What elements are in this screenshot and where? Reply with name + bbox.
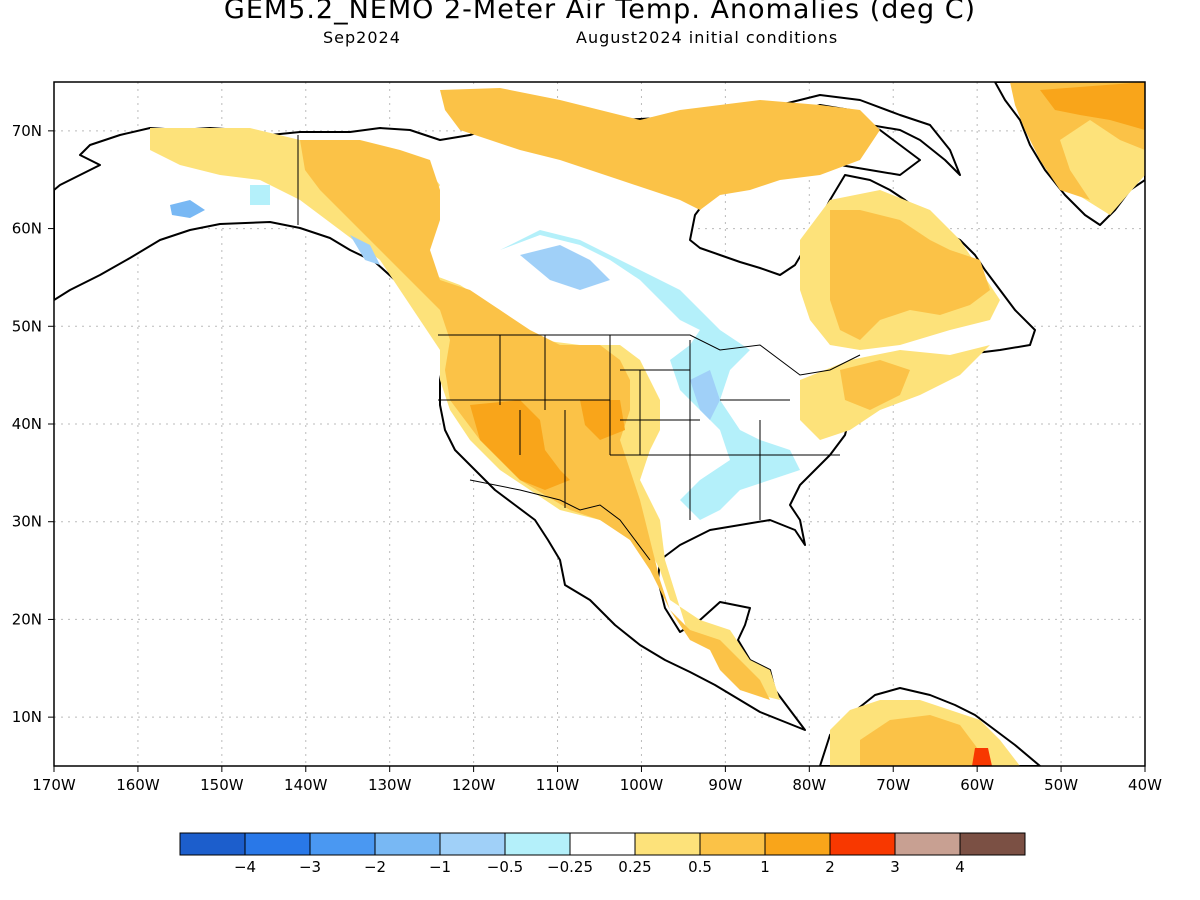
- legend-label: 0.5: [688, 858, 712, 876]
- longitude-labels: 170W 160W 150W 140W 130W 120W 110W 100W 90W 80W 70…: [32, 776, 1162, 794]
- y-tick-label: 30N: [12, 513, 42, 531]
- x-tick-label: 120W: [452, 776, 496, 794]
- political-borders: [297, 135, 861, 561]
- x-tick-label: 50W: [1044, 776, 1078, 794]
- anomaly-region-neg-1-2: [170, 200, 205, 218]
- legend-label: 1: [760, 858, 770, 876]
- x-tick-label: 90W: [708, 776, 742, 794]
- axis-ticks: [48, 130, 1146, 772]
- legend-label: −1: [429, 858, 451, 876]
- legend-label: 4: [955, 858, 965, 876]
- state-lines: [438, 335, 840, 520]
- legend-label: −2: [364, 858, 386, 876]
- legend-swatch: [764, 832, 831, 856]
- legend-swatch: [699, 832, 766, 856]
- legend-swatch: [309, 832, 376, 856]
- x-tick-label: 150W: [200, 776, 244, 794]
- anomaly-region-neg-0.25-0.5: [250, 185, 270, 205]
- latitude-labels: 10N 20N 30N 40N 50N 60N 70N: [12, 122, 42, 726]
- legend-swatch: [439, 832, 506, 856]
- anomaly-region-2-3: [972, 748, 992, 766]
- y-tick-label: 70N: [12, 122, 42, 140]
- x-tick-label: 160W: [116, 776, 160, 794]
- x-tick-label: 110W: [536, 776, 580, 794]
- x-tick-label: 60W: [960, 776, 994, 794]
- legend-swatch: [374, 832, 441, 856]
- legend-swatch: [179, 832, 246, 856]
- x-tick-label: 100W: [620, 776, 664, 794]
- map-content: [54, 82, 1145, 766]
- anomaly-shading: [150, 82, 1145, 766]
- anomaly-region-0.5-1: [440, 88, 880, 210]
- legend-label: −3: [299, 858, 321, 876]
- forecast-month: Sep2024: [323, 28, 401, 47]
- legend-swatch: [959, 832, 1026, 856]
- x-tick-label: 140W: [284, 776, 328, 794]
- anomaly-region-1-2: [1040, 82, 1145, 130]
- y-tick-label: 40N: [12, 415, 42, 433]
- legend-swatch: [634, 832, 701, 856]
- us-mexico-border: [469, 479, 651, 561]
- legend-label: 2: [825, 858, 835, 876]
- x-tick-label: 170W: [32, 776, 76, 794]
- y-tick-label: 10N: [12, 708, 42, 726]
- legend-swatch: [244, 832, 311, 856]
- anomaly-region-neg-0.25-0.5: [500, 230, 800, 520]
- legend-label: −0.5: [487, 858, 523, 876]
- y-tick-label: 60N: [12, 220, 42, 238]
- legend-label: −0.25: [547, 858, 593, 876]
- anomaly-region-0.5-1: [830, 210, 990, 340]
- anomaly-region-1-2: [580, 400, 625, 440]
- color-legend: −4 −3 −2 −1 −0.5 −0.25 0.25 0.5 1 2 3 4: [179, 832, 1026, 876]
- anomaly-region-0.5-1: [840, 360, 910, 410]
- legend-swatch: [504, 832, 571, 856]
- anomaly-region-neg-0.5-1: [520, 245, 610, 290]
- legend-swatch: [829, 832, 896, 856]
- x-tick-label: 70W: [876, 776, 910, 794]
- y-tick-label: 20N: [12, 610, 42, 628]
- legend-label: 3: [890, 858, 900, 876]
- us-canada-border: [438, 334, 861, 376]
- y-tick-label: 50N: [12, 317, 42, 335]
- legend-label: −4: [234, 858, 256, 876]
- initial-conditions-label: August2024 initial conditions: [576, 28, 839, 47]
- map-title: GEM5.2_NEMO 2-Meter Air Temp. Anomalies …: [223, 0, 977, 25]
- legend-swatch: [894, 832, 961, 856]
- x-tick-label: 80W: [792, 776, 826, 794]
- x-tick-label: 40W: [1128, 776, 1162, 794]
- x-tick-label: 130W: [368, 776, 412, 794]
- legend-swatch: [569, 832, 636, 856]
- legend-label: 0.25: [618, 858, 651, 876]
- anomaly-region-neg-0.5-1: [690, 370, 720, 420]
- anomaly-region-0.5-1: [860, 715, 990, 766]
- anomaly-region-neg-0.5-1: [350, 235, 380, 265]
